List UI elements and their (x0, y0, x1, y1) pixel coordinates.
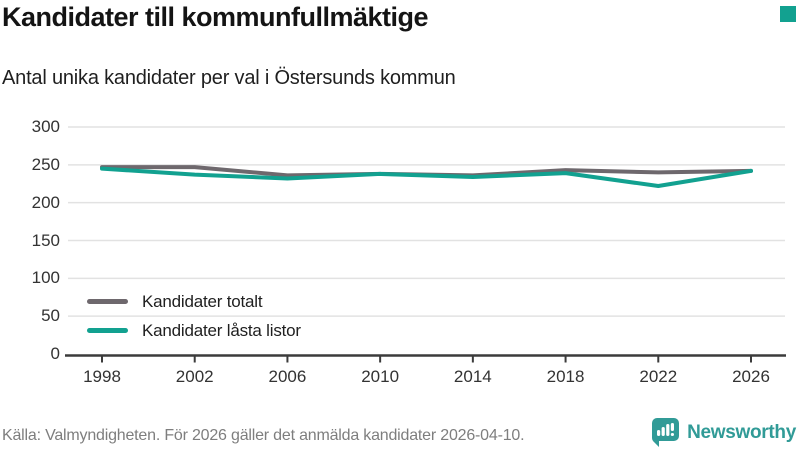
accent-square (780, 6, 796, 22)
x-tick-label: 2026 (732, 367, 770, 386)
legend-item-lasta-listor: Kandidater låsta listor (87, 316, 301, 345)
legend-label-totalt: Kandidater totalt (142, 291, 263, 311)
source-note: Källa: Valmyndigheten. För 2026 gäller d… (2, 427, 525, 444)
x-tick-label: 2006 (268, 367, 307, 386)
x-tick-label: 2010 (361, 367, 400, 386)
chart-subtitle: Antal unika kandidater per val i Östersu… (2, 67, 456, 89)
y-tick-label: 250 (31, 154, 60, 174)
series-line-kandidater-l-sta-listor (100, 166, 753, 189)
legend-item-totalt: Kandidater totalt (87, 287, 301, 316)
footer: Källa: Valmyndigheten. För 2026 gäller d… (0, 416, 800, 450)
x-tick-label: 2022 (639, 367, 678, 386)
legend-swatch-lasta-listor (87, 328, 128, 333)
y-tick-label: 150 (31, 230, 60, 250)
chart-title: Kandidater till kommunfullmäktige (2, 2, 429, 32)
y-tick-label: 50 (41, 306, 60, 326)
y-tick-label: 200 (31, 192, 60, 212)
legend-swatch-totalt (87, 299, 128, 304)
line-chart (65, 126, 786, 363)
newsworthy-icon (652, 418, 680, 447)
x-tick-label: 1998 (83, 367, 121, 386)
newsworthy-logo: Newsworthy (652, 418, 796, 447)
y-tick-label: 100 (31, 268, 60, 288)
y-tick-label: 0 (50, 344, 60, 363)
legend: Kandidater totalt Kandidater låsta listo… (87, 287, 301, 345)
brand-name: Newsworthy (687, 421, 796, 443)
y-tick-label: 300 (31, 117, 60, 136)
legend-label-lasta-listor: Kandidater låsta listor (142, 320, 301, 340)
x-tick-label: 2018 (546, 367, 585, 386)
x-tick-label: 2002 (175, 367, 214, 386)
x-tick-label: 2014 (453, 367, 492, 386)
